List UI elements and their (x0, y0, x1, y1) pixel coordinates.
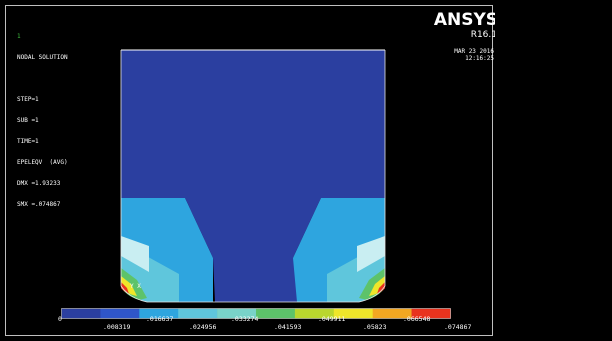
legend-band-7 (333, 308, 373, 319)
solution-info-block: 1 NODAL SOLUTION STEP=1 SUB =1 TIME=1 EP… (17, 19, 68, 222)
timestamp: MAR 23 2016 12:16:25 (416, 48, 494, 62)
info-time: TIME=1 (17, 138, 39, 145)
model-outline (120, 50, 386, 303)
info-dmx: DMX =1.93233 (17, 180, 61, 187)
legend-label-8: .066548 (403, 315, 431, 323)
logo-brand: ANSYS (433, 10, 498, 30)
legend-band-4 (217, 308, 257, 319)
legend-label-5: .041593 (274, 323, 302, 331)
legend-label-2: .016637 (146, 315, 174, 323)
timestamp-date: MAR 23 2016 (454, 48, 494, 55)
color-legend-bar (61, 308, 451, 319)
contour-band-blue-light (121, 198, 213, 302)
info-step: STEP=1 (17, 96, 39, 103)
legend-label-3: .024956 (189, 323, 217, 331)
legend-band-2 (139, 308, 179, 319)
legend-band-9 (411, 308, 451, 319)
legend-band-0 (61, 308, 101, 319)
contour-band-blue-dark (121, 50, 385, 302)
info-result-item: EPELEQV (AVG) (17, 159, 68, 166)
info-smx: SMX =.074867 (17, 201, 61, 208)
ansys-logo: ANSYS R16.1 (426, 10, 498, 41)
window-number: 1 (17, 33, 21, 40)
info-substep: SUB =1 (17, 117, 39, 124)
graphics-viewport[interactable]: 1 NODAL SOLUTION STEP=1 SUB =1 TIME=1 EP… (5, 5, 498, 336)
legend-label-4: .033274 (231, 315, 259, 323)
legend-band-8 (372, 308, 412, 319)
legend-band-5 (256, 308, 296, 319)
result-title: NODAL SOLUTION (17, 54, 68, 61)
legend-band-6 (294, 308, 335, 319)
legend-label-9: .074867 (444, 323, 472, 331)
legend-band-3 (178, 308, 218, 319)
side-panel (495, 0, 612, 341)
timestamp-time: 12:16:25 (465, 55, 494, 62)
axis-triad: Y X (130, 283, 141, 290)
contour-plot[interactable] (119, 46, 387, 308)
logo-version: R16.1 (470, 30, 497, 40)
legend-band-1 (100, 308, 140, 319)
legend-label-0: 0 (58, 315, 62, 323)
legend-label-1: .008319 (103, 323, 131, 331)
legend-label-7: .05823 (363, 323, 387, 331)
legend-label-6: .049911 (318, 315, 346, 323)
